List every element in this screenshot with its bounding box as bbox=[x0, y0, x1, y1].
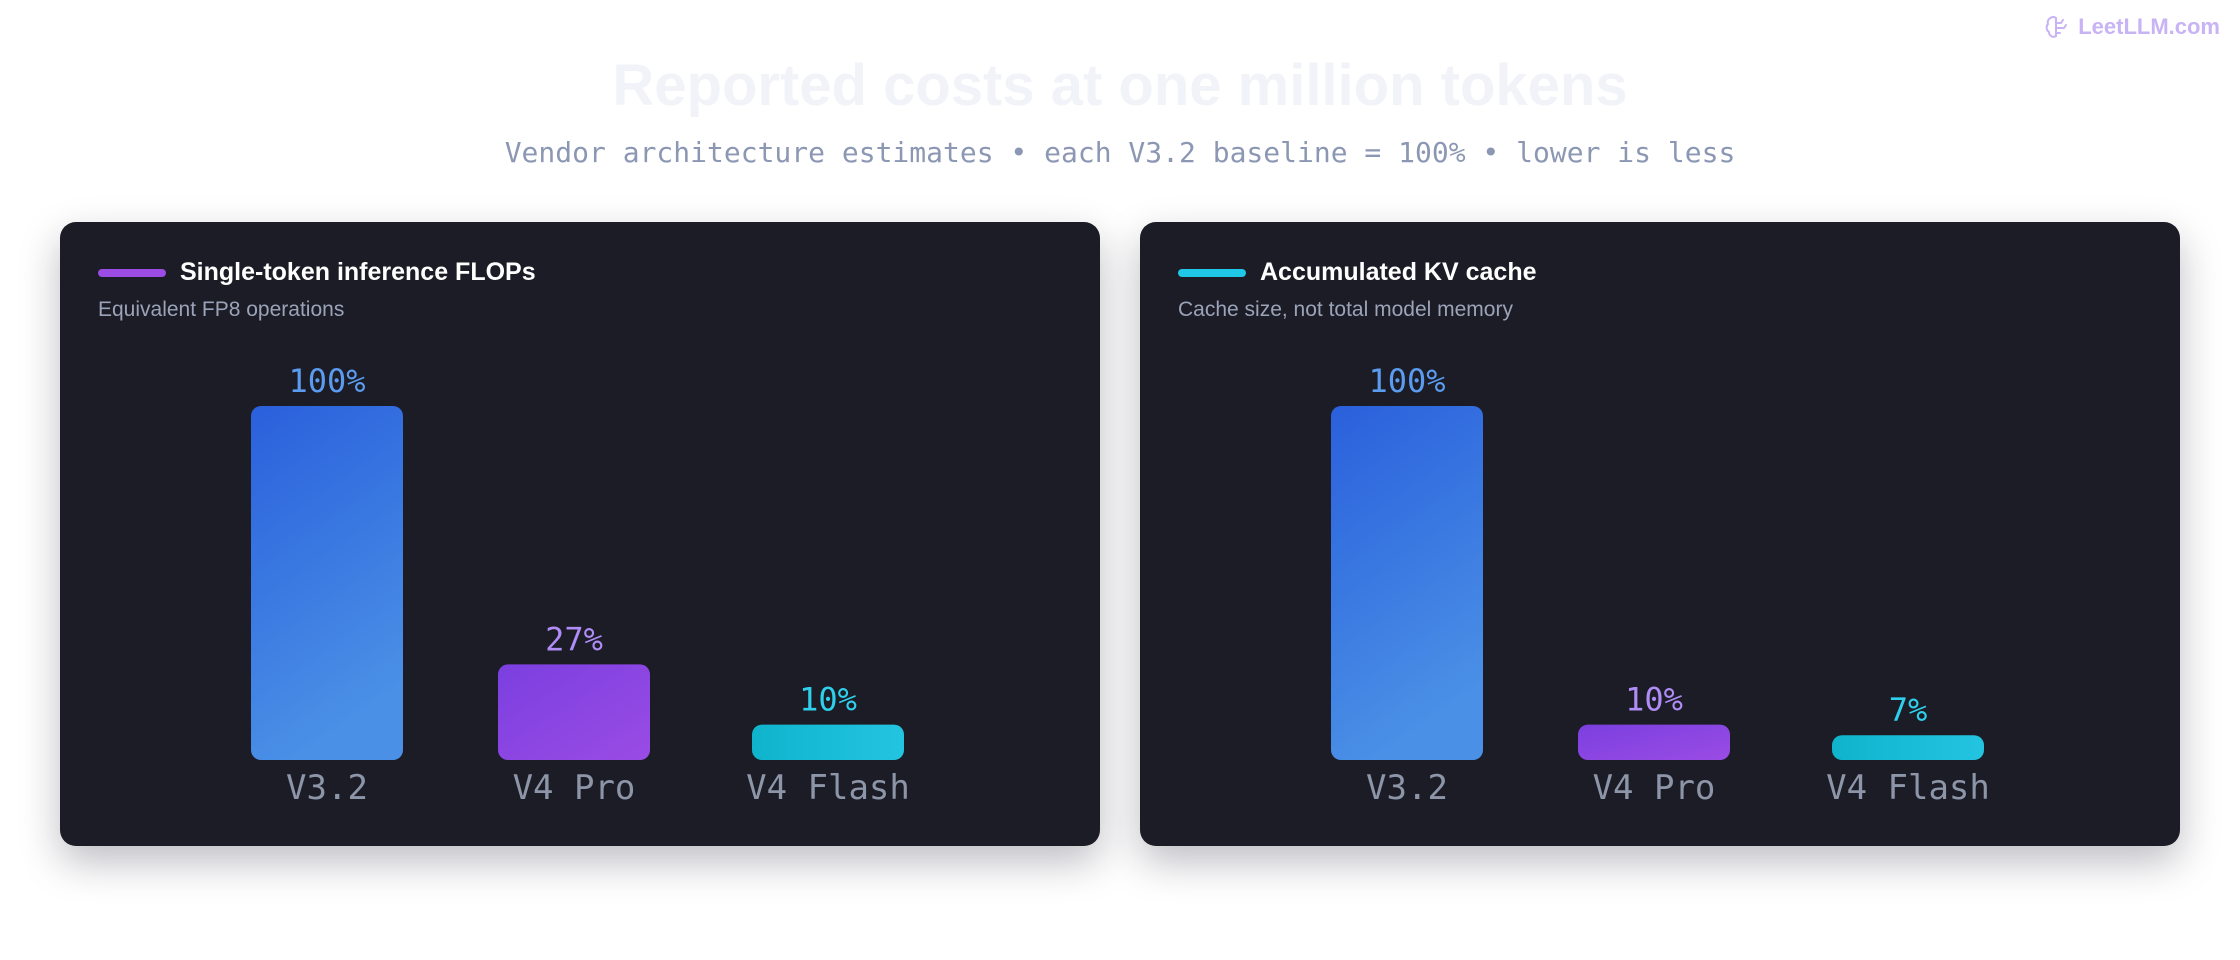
value-label-v4-pro: 10% bbox=[1625, 681, 1683, 719]
category-label-v4-flash: V4 Flash bbox=[1826, 768, 1990, 808]
bar-chart-kv-cache: 100% V3.2 10% V4 Pro 7% V4 Flash bbox=[1331, 362, 1990, 808]
category-label-v32: V3.2 bbox=[286, 768, 368, 808]
brain-icon bbox=[2045, 15, 2068, 38]
panel-legend-swatch bbox=[98, 268, 166, 277]
value-label-v32: 100% bbox=[1368, 362, 1445, 400]
panel-title: Accumulated KV cache bbox=[1260, 258, 1537, 286]
bar-v32 bbox=[1331, 406, 1483, 760]
value-label-v4-flash: 7% bbox=[1889, 691, 1928, 729]
category-label-v4-flash: V4 Flash bbox=[746, 768, 910, 808]
brand-logo: LeetLLM.com bbox=[2044, 14, 2220, 40]
bar-v4-pro bbox=[1578, 724, 1730, 760]
chart-panel-kv-cache: Accumulated KV cache Cache size, not tot… bbox=[1140, 222, 2180, 846]
value-label-v4-pro: 27% bbox=[545, 620, 603, 658]
panel-title: Single-token inference FLOPs bbox=[180, 258, 536, 286]
value-label-v32: 100% bbox=[288, 362, 365, 400]
category-label-v4-pro: V4 Pro bbox=[513, 768, 636, 808]
bar-v4-flash bbox=[1832, 735, 1984, 760]
bar-v4-pro bbox=[498, 664, 650, 760]
panel-legend-swatch bbox=[1178, 268, 1246, 277]
bar-v32 bbox=[251, 406, 403, 760]
category-label-v4-pro: V4 Pro bbox=[1593, 768, 1716, 808]
page-subtitle: Vendor architecture estimates • each V3.… bbox=[504, 136, 1736, 169]
panel-subtitle: Equivalent FP8 operations bbox=[98, 298, 345, 321]
value-label-v4-flash: 10% bbox=[799, 681, 857, 719]
page-title: Reported costs at one million tokens bbox=[612, 53, 1628, 118]
bar-v4-flash bbox=[752, 724, 904, 760]
category-label-v32: V3.2 bbox=[1366, 768, 1448, 808]
brand-text: LeetLLM.com bbox=[2078, 14, 2220, 39]
chart-panel-flops: Single-token inference FLOPs Equivalent … bbox=[60, 222, 1100, 846]
panel-subtitle: Cache size, not total model memory bbox=[1178, 298, 1513, 321]
panel-header: Single-token inference FLOPs bbox=[98, 258, 536, 287]
panel-header: Accumulated KV cache bbox=[1178, 258, 1537, 287]
bar-chart-flops: 100% V3.2 27% V4 Pro 10% V4 Flash bbox=[251, 362, 910, 808]
